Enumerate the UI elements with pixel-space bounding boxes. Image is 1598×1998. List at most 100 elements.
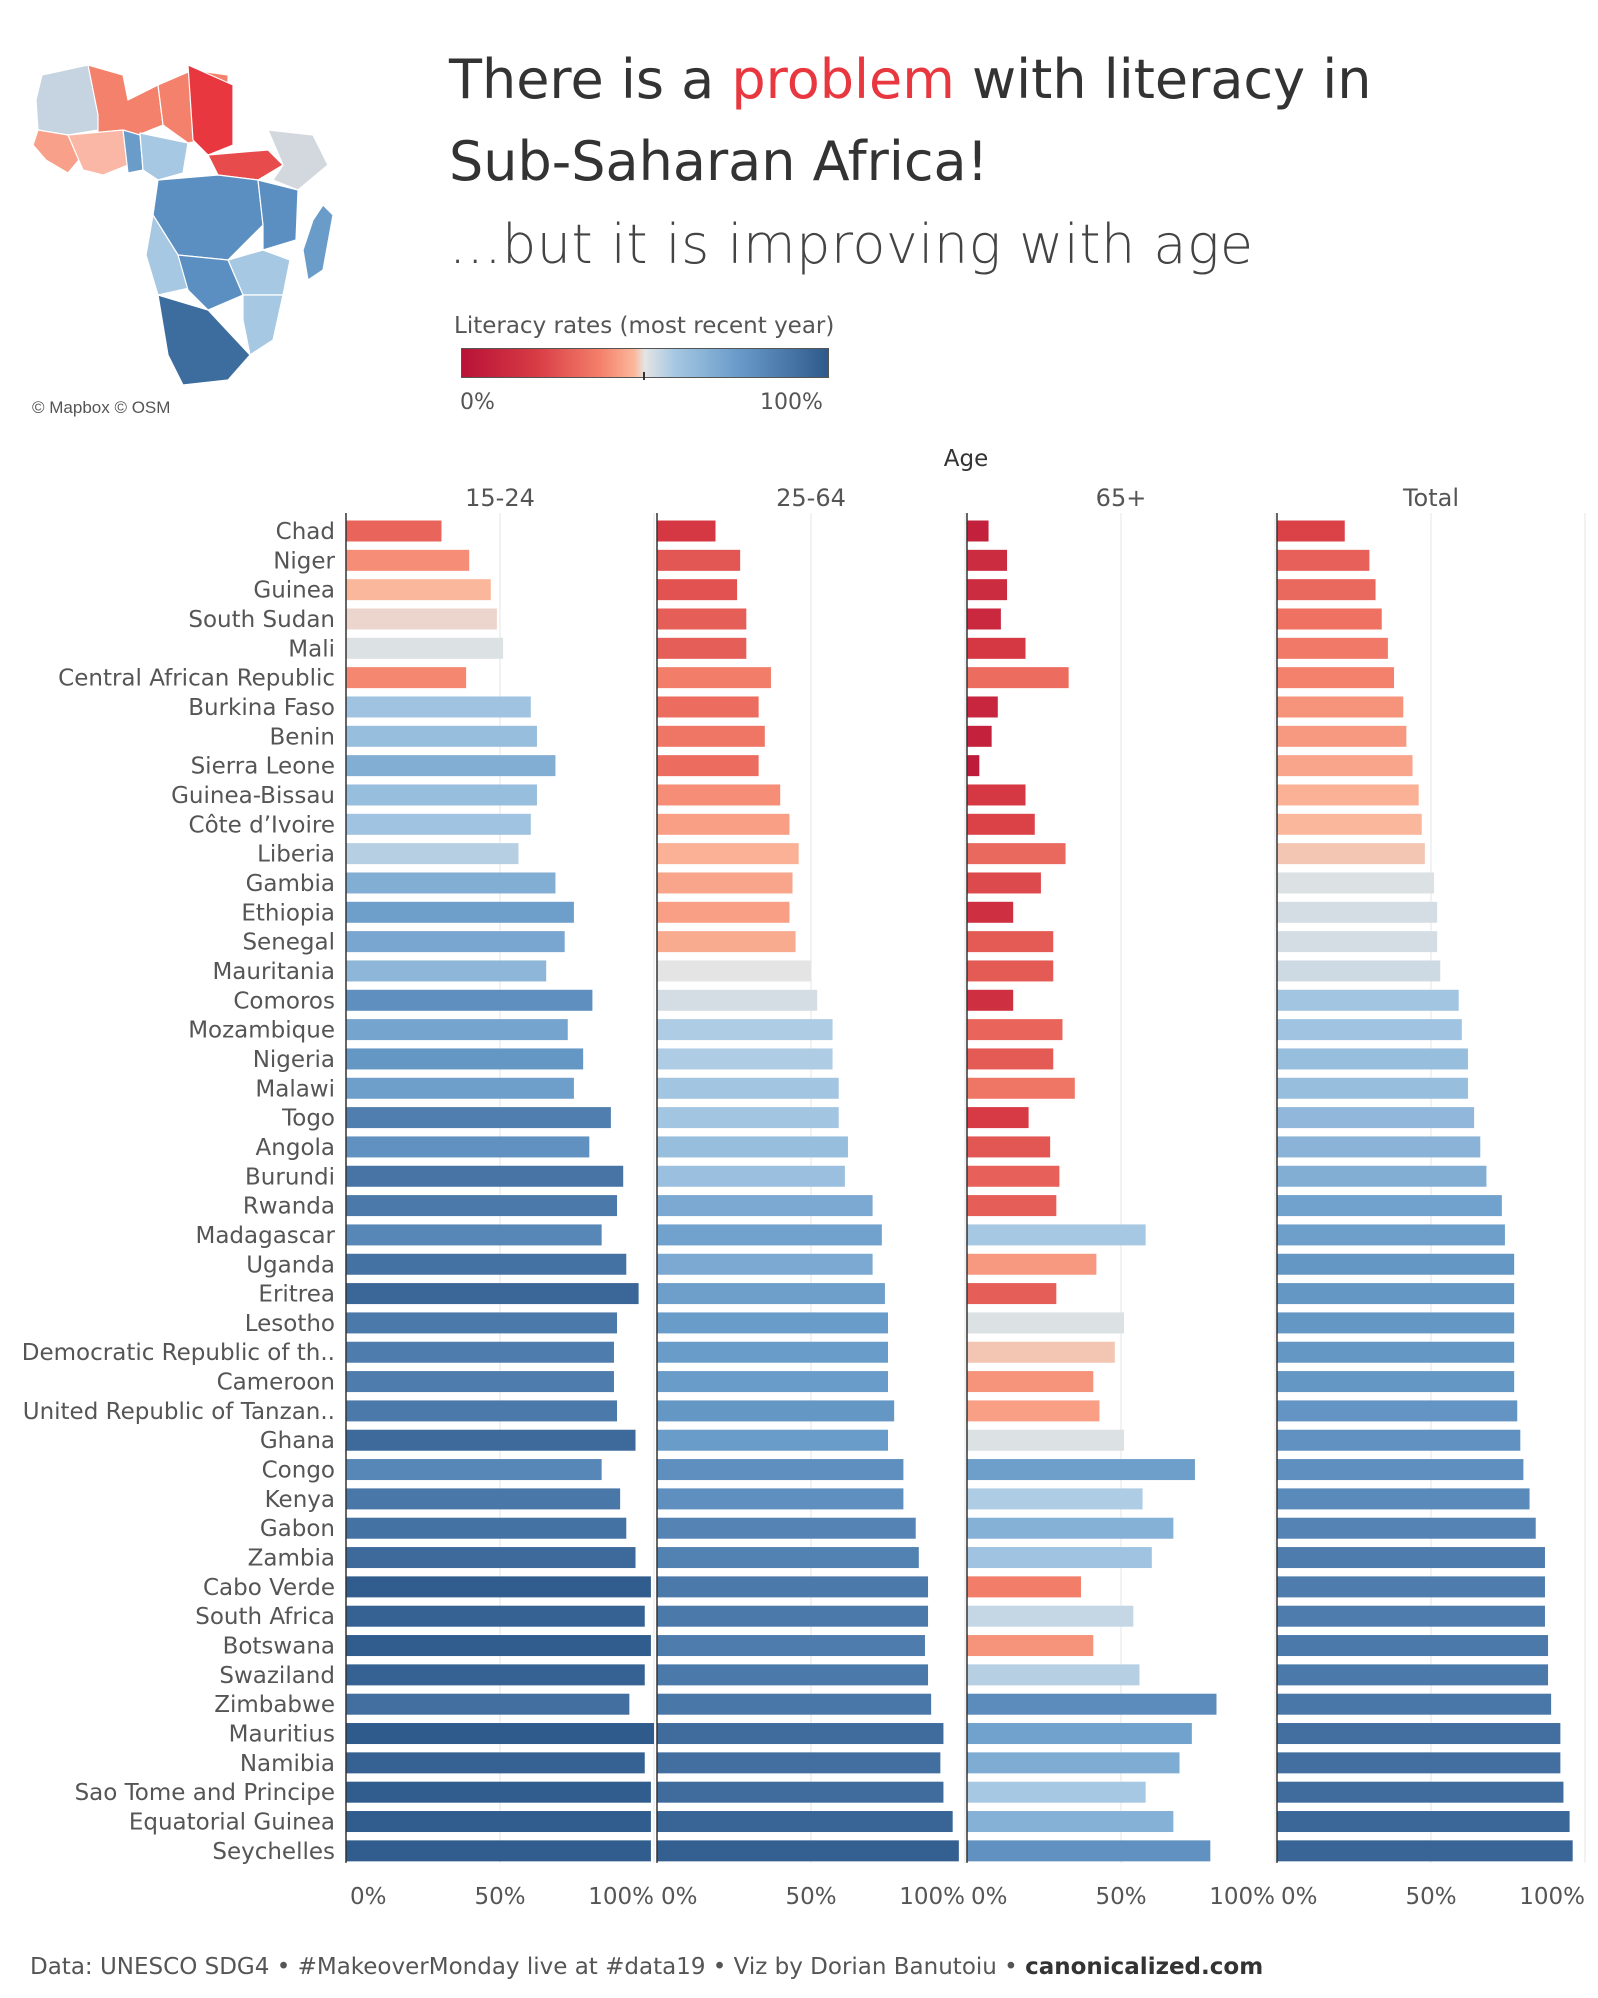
- country-label: Namibia: [240, 1751, 335, 1777]
- bar: [657, 1253, 873, 1275]
- bar: [346, 784, 537, 806]
- country-label: South Africa: [195, 1604, 335, 1630]
- country-label: Mozambique: [188, 1018, 335, 1044]
- country-label: Mauritius: [229, 1722, 335, 1748]
- bar: [967, 1429, 1125, 1451]
- bar: [967, 901, 1014, 923]
- bar: [657, 1371, 888, 1393]
- bar: [657, 784, 781, 806]
- country-label: Zambia: [248, 1546, 335, 1572]
- bar: [346, 1723, 654, 1745]
- country-label: Comoros: [233, 988, 335, 1014]
- bar: [657, 549, 741, 571]
- bar: [1277, 1107, 1475, 1129]
- bar: [346, 755, 556, 777]
- country-label: Ethiopia: [241, 900, 335, 926]
- bar: [967, 843, 1066, 865]
- africa-map[interactable]: [28, 55, 358, 390]
- bar: [346, 1371, 614, 1393]
- country-label: South Sudan: [188, 607, 335, 633]
- bar: [657, 1312, 888, 1334]
- bar: [657, 1048, 833, 1070]
- bar: [1277, 1224, 1505, 1246]
- bar: [967, 696, 998, 718]
- bar: [967, 784, 1026, 806]
- bar: [346, 520, 442, 542]
- bar: [1277, 1019, 1462, 1041]
- bar: [967, 1224, 1146, 1246]
- bar: [1277, 931, 1438, 953]
- bar: [657, 1136, 848, 1158]
- tick-label: 50%: [1095, 1884, 1146, 1910]
- bar: [1277, 1811, 1570, 1833]
- bar: [1277, 1077, 1468, 1099]
- map-region-sudan-s: [207, 149, 284, 181]
- country-label: Malawi: [255, 1076, 335, 1102]
- bar: [657, 901, 790, 923]
- bar: [1277, 1400, 1518, 1422]
- country-label: Benin: [270, 724, 335, 750]
- bar: [346, 1811, 651, 1833]
- bar: [967, 667, 1069, 689]
- bar: [346, 989, 593, 1011]
- bar: [967, 1195, 1057, 1217]
- country-label: Chad: [276, 519, 335, 545]
- bar: [1277, 1752, 1561, 1774]
- bar: [657, 1811, 953, 1833]
- bar: [967, 1605, 1134, 1627]
- bar: [346, 1165, 624, 1187]
- bar: [346, 696, 531, 718]
- page-subtitle: ...but it is improving with age: [449, 213, 1254, 276]
- title-text-b: with literacy in: [954, 48, 1372, 111]
- map-region-mozambique: [242, 294, 284, 356]
- bar: [346, 1840, 651, 1862]
- bar: [657, 1077, 839, 1099]
- bar: [967, 1811, 1174, 1833]
- bar: [346, 1459, 602, 1481]
- legend-midpoint-tick: [643, 372, 645, 380]
- bar: [1277, 1547, 1545, 1569]
- bar: [1277, 1165, 1487, 1187]
- bar: [657, 1165, 845, 1187]
- bar: [967, 1371, 1094, 1393]
- country-label: Senegal: [242, 930, 335, 956]
- bar: [1277, 755, 1413, 777]
- map-region-madagascar: [302, 204, 334, 281]
- bar: [657, 1107, 839, 1129]
- bar: [657, 843, 799, 865]
- tick-label: 0%: [350, 1884, 387, 1910]
- bar: [346, 1195, 618, 1217]
- bar: [967, 755, 980, 777]
- bar: [346, 1547, 636, 1569]
- bar: [346, 1019, 568, 1041]
- bar: [967, 1517, 1174, 1539]
- legend-min-label: 0%: [460, 390, 495, 415]
- bar: [346, 725, 537, 747]
- tick-label: 100%: [1519, 1884, 1585, 1910]
- bar: [657, 1635, 925, 1657]
- bar: [346, 1253, 627, 1275]
- bar: [1277, 1459, 1524, 1481]
- bar: [1277, 843, 1425, 865]
- bar: [967, 1840, 1211, 1862]
- country-label: Democratic Republic of th..: [22, 1340, 335, 1366]
- bar: [967, 813, 1035, 835]
- map-region-sahel-west: [87, 64, 164, 136]
- bar: [657, 1517, 916, 1539]
- bar: [657, 1488, 904, 1510]
- bar: [346, 872, 556, 894]
- panel-header: 25-64: [776, 484, 846, 512]
- bar: [967, 1576, 1081, 1598]
- country-label: Madagascar: [195, 1223, 335, 1249]
- title-highlight: problem: [731, 48, 955, 111]
- bar: [657, 1283, 885, 1305]
- country-label: Cameroon: [217, 1370, 335, 1396]
- country-label: Burkina Faso: [188, 695, 335, 721]
- bar: [346, 931, 565, 953]
- tick-label: 100%: [588, 1884, 654, 1910]
- map-region-chad: [187, 64, 234, 156]
- bar: [657, 725, 765, 747]
- bar: [1277, 1723, 1561, 1745]
- bar: [967, 520, 989, 542]
- bar: [967, 1664, 1140, 1686]
